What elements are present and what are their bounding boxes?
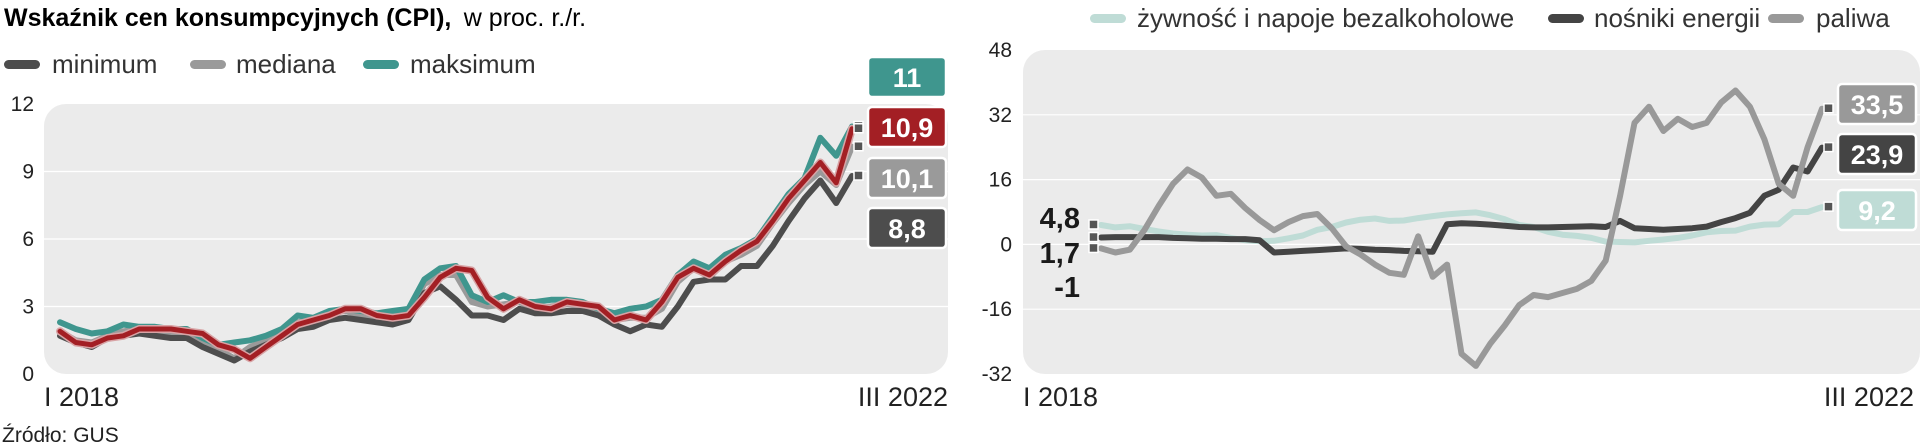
left-y-tick-label: 0 (22, 363, 34, 386)
value-badge-box-cpi (866, 105, 948, 149)
value-badge-box-nosniki-energii (1836, 132, 1918, 176)
value-badge-text-paliwa: 33,5 (1851, 90, 1904, 120)
right-legend: żywność i napoje bezalkoholowe nośniki e… (1090, 3, 1890, 33)
end-marker-mediana (853, 141, 864, 152)
start-label-energy: 1,7 (1040, 238, 1080, 270)
right-y-tick-label: -32 (982, 363, 1012, 386)
right-x-end-label: III 2022 (1824, 382, 1914, 412)
right-y-tick-label: -16 (982, 298, 1012, 321)
start-label-food: 4,8 (1040, 203, 1080, 235)
series-line-minimum (57, 173, 855, 364)
chart-title: Wskaźnik cen konsumpcyjnych (CPI), w pro… (4, 4, 586, 32)
value-badge-zywnosc-i-napoje-bezalkoholowe: 9,2 (1836, 188, 1918, 232)
start-marker-zywnosc-i-napoje-bezalkoholowe (1088, 219, 1099, 230)
end-marker-paliwa (1823, 102, 1834, 114)
end-marker-zywnosc-i-napoje-bezalkoholowe (1823, 201, 1834, 212)
value-badge-box-mediana (866, 156, 948, 200)
legend-swatch-mediana (190, 60, 226, 69)
value-badge-nosniki-energii: 23,9 (1836, 132, 1918, 176)
series-line-nosniki-energii (1098, 144, 1825, 256)
value-badge-text-maksimum: 11 (893, 63, 922, 93)
left-legend: minimum mediana maksimum (4, 49, 536, 79)
start-marker-paliwa (1088, 242, 1099, 254)
value-badge-text-cpi: 10,9 (881, 113, 934, 143)
value-badge-box-maksimum (866, 55, 948, 99)
left-y-tick-label: 12 (11, 93, 34, 116)
legend-label-maksimum: maksimum (410, 49, 536, 79)
value-badge-minimum: 8,8 (866, 206, 948, 250)
right-y-tick-label: 32 (989, 104, 1012, 127)
series-line-paliwa (1098, 87, 1825, 369)
left-y-tick-label: 3 (22, 296, 34, 319)
value-badge-mediana: 10,1 (866, 156, 948, 200)
legend-swatch-minimum (4, 60, 40, 69)
legend-label-energy: nośniki energii (1594, 3, 1760, 33)
legend-label-food: żywność i napoje bezalkoholowe (1137, 3, 1514, 33)
legend-swatch-food (1090, 14, 1126, 23)
value-badge-paliwa: 33,5 (1836, 82, 1918, 126)
value-badge-text-mediana: 10,1 (881, 164, 934, 194)
chart-title-unit: w proc. r./r. (463, 4, 586, 32)
start-labels: 4,8 1,7 -1 (1040, 203, 1080, 304)
left-x-end-label: III 2022 (858, 382, 948, 412)
value-badge-box-paliwa (1836, 82, 1918, 126)
left-y-tick-label: 6 (22, 228, 34, 251)
series-line-cpi (57, 126, 855, 361)
value-badge-cpi: 10,9 (866, 105, 948, 149)
right-y-tick-label: 0 (1000, 233, 1012, 256)
left-x-start-label: I 2018 (44, 382, 119, 412)
start-marker-nosniki-energii (1088, 231, 1099, 243)
legend-label-mediana: mediana (236, 49, 336, 79)
value-badge-text-zywnosc-i-napoje-bezalkoholowe: 9,2 (1858, 196, 1896, 226)
legend-label-minimum: minimum (52, 49, 157, 79)
legend-swatch-maksimum (363, 60, 399, 69)
right-x-start-label: I 2018 (1023, 382, 1098, 412)
chart-title-bold: Wskaźnik cen konsumpcyjnych (CPI), (4, 4, 451, 32)
start-label-fuel: -1 (1054, 272, 1080, 304)
value-badge-box-minimum (866, 206, 948, 250)
source-note: Źródło: GUS (2, 424, 119, 447)
right-y-tick-label: 16 (989, 169, 1012, 192)
end-marker-cpi (853, 123, 864, 134)
value-badge-text-minimum: 8,8 (888, 214, 926, 244)
value-badge-text-nosniki-energii: 23,9 (1851, 140, 1904, 170)
end-marker-nosniki-energii (1823, 141, 1834, 153)
end-marker-minimum (853, 170, 864, 181)
right-y-tick-label: 48 (989, 39, 1012, 62)
value-badge-maksimum: 11 (866, 55, 948, 99)
value-badge-box-zywnosc-i-napoje-bezalkoholowe (1836, 188, 1918, 232)
left-y-tick-label: 9 (22, 161, 34, 184)
legend-swatch-energy (1548, 14, 1584, 23)
legend-label-fuel: paliwa (1816, 3, 1890, 33)
legend-swatch-fuel (1768, 14, 1804, 23)
